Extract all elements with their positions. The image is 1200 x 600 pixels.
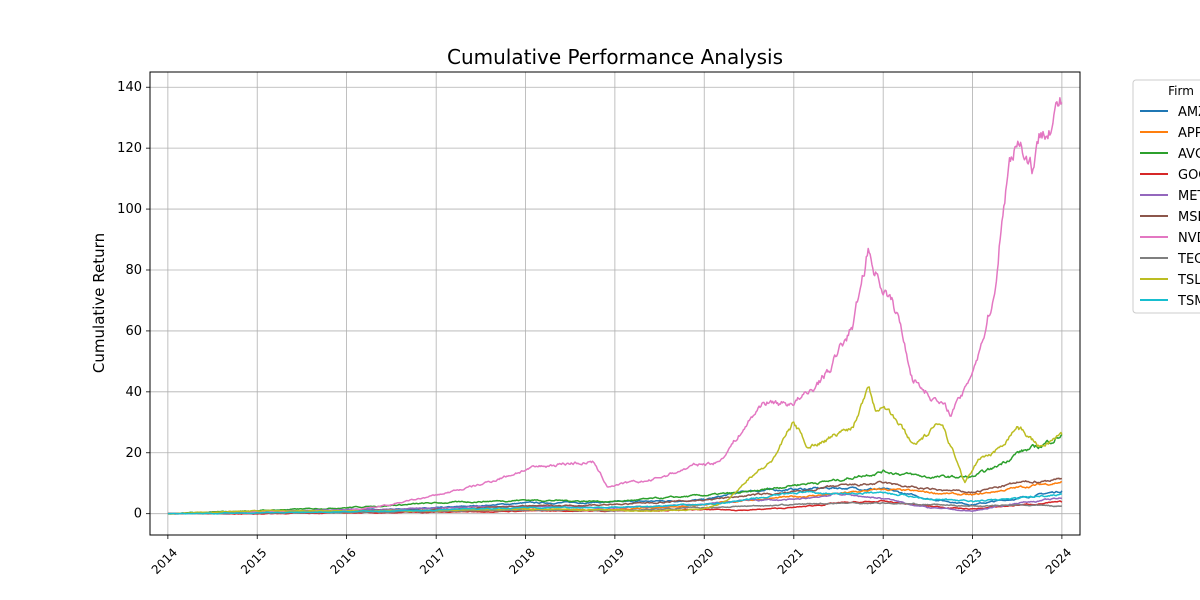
grid	[150, 72, 1080, 535]
legend-label-tsla: TSLA	[1177, 273, 1200, 288]
legend-label-nvda: NVDA	[1178, 231, 1200, 246]
x-axis: 2014 2015 2016 2017 2018 2019 2020 2021 2022 2023…	[149, 535, 1074, 577]
x-tick-label: 2020	[685, 545, 716, 576]
legend-label-tsm: TSM	[1177, 294, 1200, 309]
legend-items: AMZN APPL AVGO GOOG META MSFT NVDA TECH TSLA TSM	[1140, 105, 1200, 309]
x-tick-label: 2017	[417, 545, 448, 576]
x-tick-label: 2014	[149, 545, 180, 576]
x-tick-label: 2023	[953, 545, 984, 576]
x-tick-label: 2019	[596, 545, 627, 576]
y-tick-label: 20	[125, 446, 142, 461]
legend-label-avgo: AVGO	[1178, 147, 1200, 162]
legend-title: Firm	[1168, 84, 1194, 98]
series-line-tsm	[167, 490, 1062, 515]
legend-label-meta: META	[1178, 189, 1200, 204]
x-tick-label: 2021	[775, 545, 806, 576]
series-lines	[167, 96, 1063, 515]
x-tick-label: 2018	[506, 545, 537, 576]
y-tick-label: 0	[134, 507, 142, 522]
x-tick-label: 2022	[864, 545, 895, 576]
legend-frame	[1132, 79, 1200, 314]
legend-label-msft: MSFT	[1178, 210, 1200, 225]
legend-label-tech: TECH	[1177, 252, 1200, 267]
y-tick-label: 40	[125, 385, 142, 400]
x-tick-label: 2024	[1043, 545, 1074, 576]
chart-title: Cumulative Performance Analysis	[447, 45, 783, 69]
y-tick-label: 60	[125, 324, 142, 339]
legend-label-goog: GOOG	[1178, 168, 1200, 183]
y-tick-label: 80	[125, 263, 142, 278]
y-tick-label: 100	[117, 202, 142, 217]
legend-label-amzn: AMZN	[1178, 105, 1200, 120]
y-axis-label: Cumulative Return	[90, 233, 108, 373]
series-line-meta	[167, 492, 1063, 515]
x-tick-label: 2016	[327, 545, 358, 576]
legend-label-appl: APPL	[1178, 126, 1200, 141]
x-tick-label: 2015	[238, 545, 269, 576]
series-line-tsla	[167, 386, 1063, 515]
series-line-avgo	[167, 433, 1063, 515]
y-tick-label: 140	[117, 80, 142, 95]
y-tick-label: 120	[117, 141, 142, 156]
legend: Firm AMZN APPL AVGO GOOG META MSFT NVDA TECH TSL…	[1132, 79, 1200, 314]
y-axis: 0 20 40 60 80 100 120 140	[117, 80, 150, 522]
